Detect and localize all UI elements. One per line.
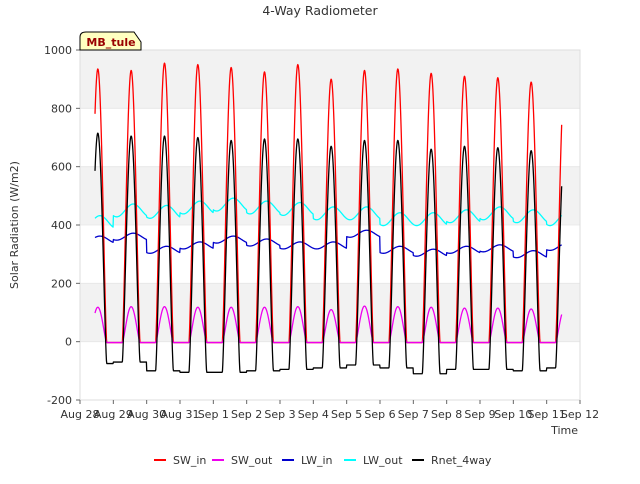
legend-item: SW_in [154,454,206,467]
y-tick-label: 200 [51,277,72,290]
x-tick-label: Aug 30 [127,408,166,421]
series-line-lw_out [94,197,563,228]
x-tick-label: Sep 9 [464,408,495,421]
grid-bands [80,50,580,400]
legend-item: LW_out [344,454,403,467]
site-badge-box [79,31,142,51]
legend-item: Rnet_4way [412,454,492,467]
legend-label: LW_out [363,454,403,467]
legend-label: LW_in [301,454,333,467]
x-tick-label: Sep 3 [264,408,295,421]
grid-band [80,283,580,342]
legend-label: SW_out [231,454,273,467]
x-tick-label: Sep 7 [398,408,429,421]
x-tick-label: Sep 5 [331,408,362,421]
y-tick-label: 400 [51,219,72,232]
site-badge: MB_tule [79,31,142,51]
y-tick-label: 800 [51,102,72,115]
x-tick-label: Sep 12 [561,408,599,421]
grid-band [80,50,580,109]
y-axis-ticks: -200 0 200 400 600 800 1000 [44,44,80,407]
legend-label: Rnet_4way [431,454,492,467]
grid-band [80,341,580,400]
series-layer [94,62,563,375]
chart-title: 4-Way Radiometer [262,3,378,18]
x-tick-label: Sep 4 [298,408,329,421]
grid-band [80,225,580,284]
y-axis-label: Solar Radiation (W/m2) [8,161,21,289]
x-tick-label: Sep 2 [231,408,262,421]
y-tick-label: 0 [65,336,72,349]
x-tick-label: Sep 10 [494,408,532,421]
x-tick-label: Sep 6 [364,408,395,421]
y-tick-label: 600 [51,161,72,174]
legend-label: SW_in [173,454,206,467]
x-tick-label: Sep 1 [198,408,229,421]
x-tick-label: Aug 29 [94,408,133,421]
legend-item: LW_in [282,454,333,467]
x-tick-label: Sep 8 [431,408,462,421]
x-tick-label: Aug 31 [161,408,200,421]
series-line-lw_in [94,229,562,259]
x-tick-label: Sep 11 [528,408,566,421]
y-tick-label: 1000 [44,44,72,57]
x-axis-label: Time [550,424,578,437]
legend-item: SW_out [212,454,273,467]
series-line-rnet_4way [94,132,563,375]
site-badge-label: MB_tule [86,36,135,49]
grid-band [80,166,580,225]
y-tick-label: -200 [47,394,72,407]
x-tick-label: Aug 28 [61,408,100,421]
legend: SW_in SW_out LW_in LW_out Rnet_4way [154,454,492,467]
series-line-sw_out [94,305,563,344]
